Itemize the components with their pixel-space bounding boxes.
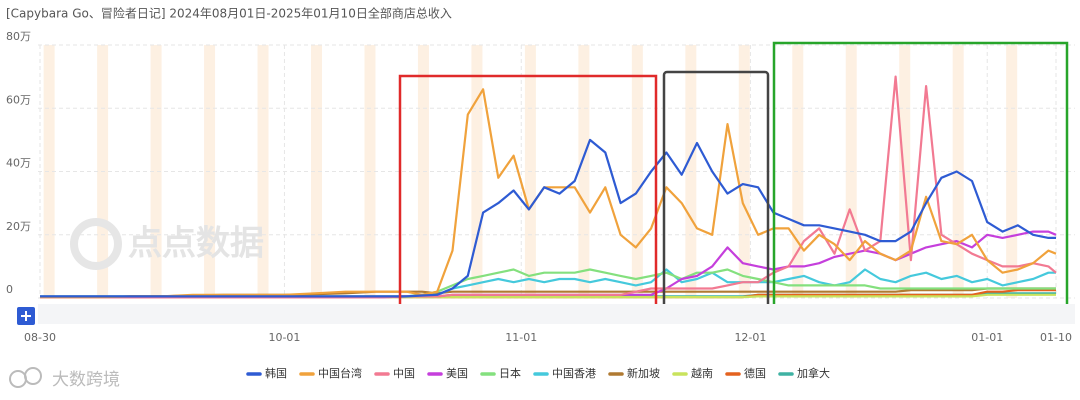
range-bar xyxy=(38,304,1075,324)
y-tick-label: 20万 xyxy=(6,220,31,233)
x-tick-label: 10-01 xyxy=(268,331,300,344)
legend-label: 加拿大 xyxy=(797,366,830,380)
watermark-logo xyxy=(70,218,122,270)
weekend-stripe xyxy=(631,45,643,298)
highlight-box xyxy=(772,41,1069,322)
legend-label: 美国 xyxy=(446,367,468,380)
chart-title: [Capybara Go、冒险者日记] 2024年08月01日-2025年01月… xyxy=(6,6,452,21)
legend-label: 德国 xyxy=(744,366,766,380)
legend-label: 中国香港 xyxy=(552,367,596,380)
weekend-stripe xyxy=(471,45,483,298)
y-tick-label: 60万 xyxy=(6,93,31,106)
x-tick-label: 01-01 xyxy=(971,331,1003,344)
x-tick-label: 11-01 xyxy=(505,331,537,344)
x-tick-label: 01-10 xyxy=(1040,331,1072,344)
weekend-stripe xyxy=(738,45,750,298)
y-tick-label: 40万 xyxy=(6,157,31,170)
brand-logo xyxy=(9,370,27,388)
y-tick-label: 80万 xyxy=(6,30,31,43)
legend-label: 新加坡 xyxy=(627,366,660,380)
weekend-stripe xyxy=(899,45,911,298)
y-tick-label: 0 xyxy=(6,283,13,296)
weekend-stripe xyxy=(150,45,162,298)
series-line xyxy=(40,138,1056,298)
legend-label: 中国台湾 xyxy=(318,366,362,380)
plus-icon xyxy=(21,311,31,321)
watermark: 点点数据 xyxy=(128,224,264,264)
grid: 0 20万 40万 60万 80万 08-30 10-01 11-01 12-01 01-01 01… xyxy=(6,30,1075,344)
x-tick-label: 08-30 xyxy=(24,331,56,344)
legend-label: 日本 xyxy=(499,366,521,380)
legend: 韩国 中国台湾 中国 美国 日本 中国香港 新加坡 越南 德国 加拿大 xyxy=(246,366,830,380)
weekend-stripe xyxy=(311,45,323,298)
legend-label: 中国 xyxy=(393,367,415,380)
weekend-stripe xyxy=(578,45,590,298)
x-tick-label: 12-01 xyxy=(734,331,766,344)
brand-logo xyxy=(24,367,42,385)
highlight-box xyxy=(662,70,770,324)
lines xyxy=(40,75,1057,299)
legend-label: 韩国 xyxy=(265,366,287,380)
brand: 大数跨境 xyxy=(52,370,120,390)
weekend-stripe xyxy=(43,45,55,298)
legend-label: 越南 xyxy=(691,366,713,380)
